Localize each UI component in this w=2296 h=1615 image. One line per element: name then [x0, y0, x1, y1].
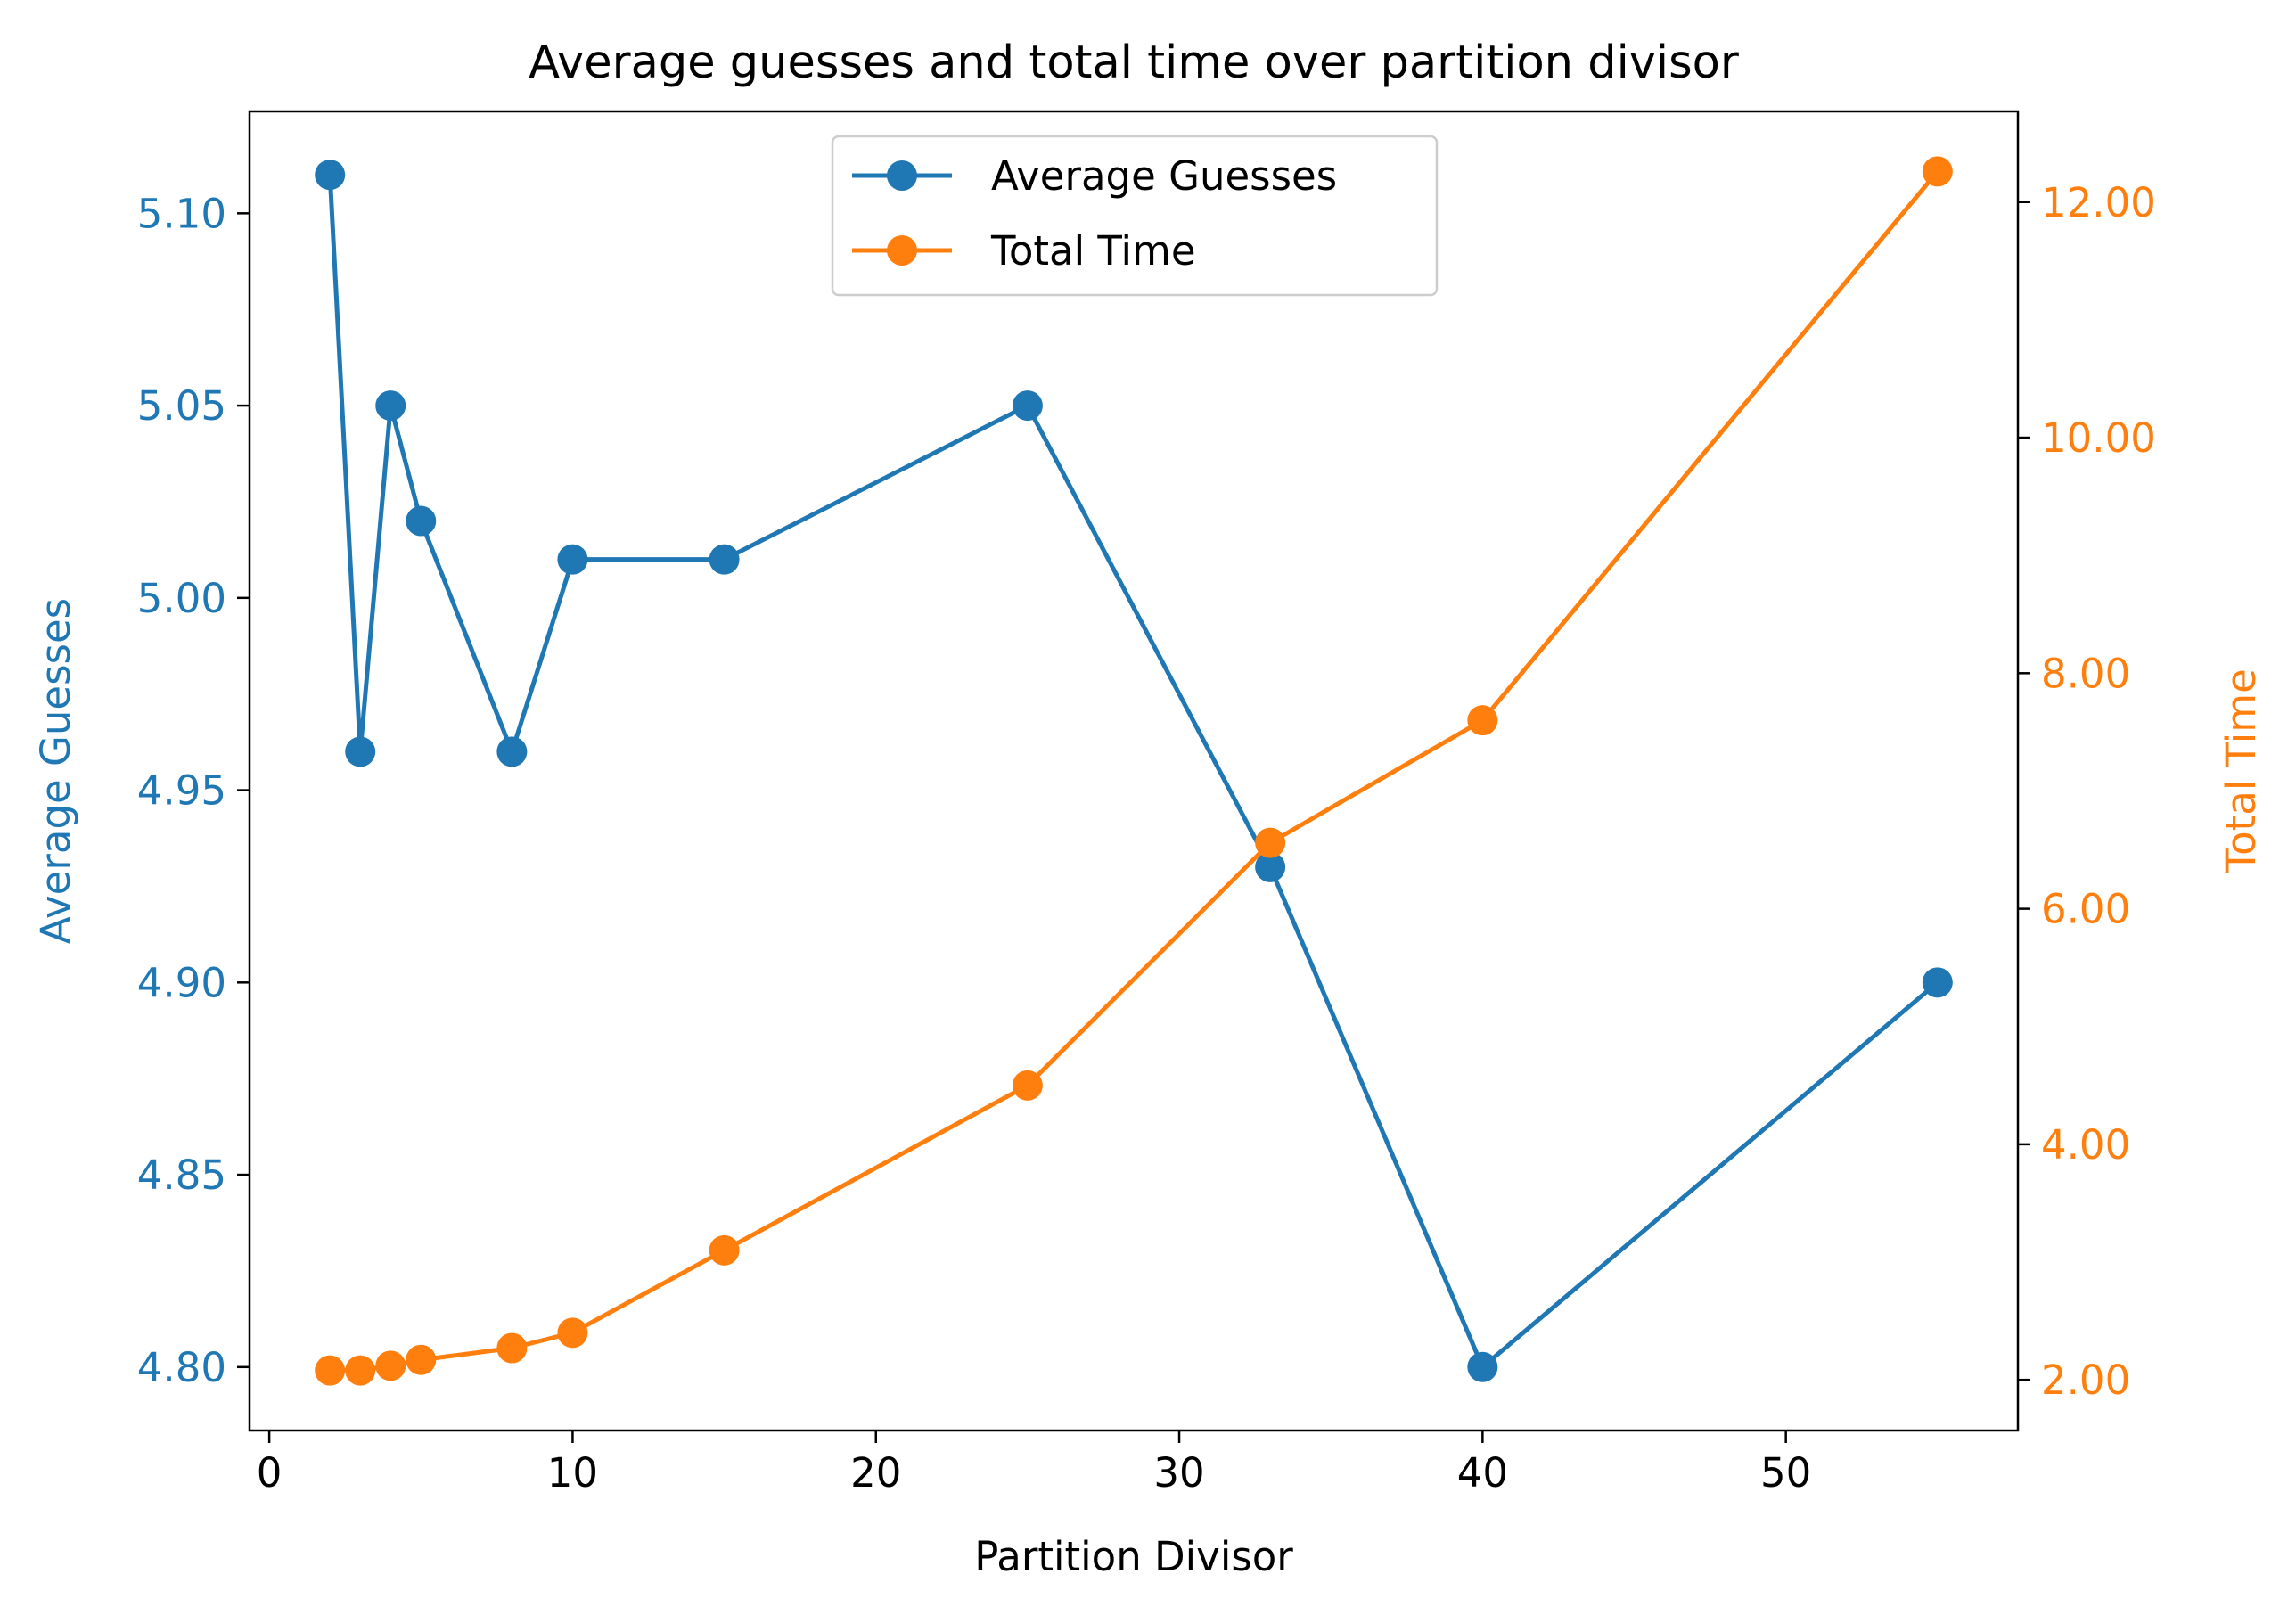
y-axis-left-ticks: 4.80 4.85 4.90 4.95 5.00 5.05 5.10 — [137, 190, 250, 1391]
x-axis-ticks: 0 10 20 30 40 50 — [257, 1431, 1811, 1496]
y-axis-left-label: Average Guesses — [32, 598, 79, 944]
data-point-total-time — [345, 1355, 376, 1386]
data-point-total-time — [1012, 1070, 1043, 1101]
chart-title: Average guesses and total time over part… — [529, 37, 1739, 89]
data-point-total-time — [496, 1332, 528, 1364]
y-left-tick-label: 5.05 — [137, 382, 226, 430]
y-left-tick-label: 4.85 — [137, 1152, 226, 1199]
x-tick-label: 0 — [257, 1449, 283, 1496]
legend: Average Guesses Total Time — [831, 135, 1439, 297]
y-right-tick-label: 10.00 — [2041, 414, 2156, 462]
data-point-average-guesses — [496, 736, 528, 767]
y-left-tick-label: 5.00 — [137, 575, 226, 622]
legend-label-average-guesses: Average Guesses — [991, 152, 1337, 200]
data-point-total-time — [1467, 705, 1498, 736]
data-point-total-time — [1255, 827, 1286, 858]
data-point-total-time — [406, 1344, 437, 1375]
data-point-average-guesses — [375, 390, 406, 422]
y-axis-right-label: Total Time — [2218, 668, 2265, 874]
legend-marker-average-guesses — [887, 160, 917, 191]
y-right-tick-label: 4.00 — [2041, 1121, 2130, 1168]
data-point-average-guesses — [1255, 851, 1286, 882]
data-point-average-guesses — [345, 736, 376, 767]
y-left-tick-label: 4.80 — [137, 1344, 226, 1391]
x-axis-label: Partition Divisor — [974, 1533, 1293, 1580]
y-left-tick-label: 4.90 — [137, 959, 226, 1006]
x-tick-label: 50 — [1760, 1449, 1811, 1496]
y-right-tick-label: 12.00 — [2041, 179, 2156, 226]
y-right-tick-label: 2.00 — [2041, 1357, 2130, 1404]
legend-label-total-time: Total Time — [990, 227, 1196, 275]
legend-marker-total-time — [887, 235, 917, 266]
data-point-average-guesses — [406, 505, 437, 537]
legend-box — [831, 135, 1439, 297]
data-point-average-guesses — [1012, 390, 1043, 422]
y-left-tick-label: 4.95 — [137, 767, 226, 815]
data-point-average-guesses — [709, 544, 740, 575]
y-axis-right-ticks: 2.00 4.00 6.00 8.00 10.00 12.00 — [2018, 179, 2156, 1404]
x-tick-label: 20 — [850, 1449, 901, 1496]
y-right-tick-label: 6.00 — [2041, 886, 2130, 933]
data-point-average-guesses — [1467, 1351, 1498, 1382]
data-point-total-time — [557, 1317, 588, 1349]
data-point-total-time — [375, 1350, 406, 1381]
data-point-average-guesses — [557, 544, 588, 575]
x-tick-label: 40 — [1457, 1449, 1508, 1496]
data-point-average-guesses — [315, 160, 346, 191]
plot-markers — [315, 156, 1953, 1386]
data-point-total-time — [1922, 156, 1953, 187]
data-point-average-guesses — [1922, 967, 1953, 998]
plot-frame — [248, 110, 2020, 1432]
y-left-tick-label: 5.10 — [137, 190, 226, 237]
x-tick-label: 10 — [547, 1449, 598, 1496]
data-point-total-time — [709, 1234, 740, 1266]
data-point-total-time — [315, 1355, 346, 1386]
x-tick-label: 30 — [1153, 1449, 1204, 1496]
y-right-tick-label: 8.00 — [2041, 650, 2130, 697]
